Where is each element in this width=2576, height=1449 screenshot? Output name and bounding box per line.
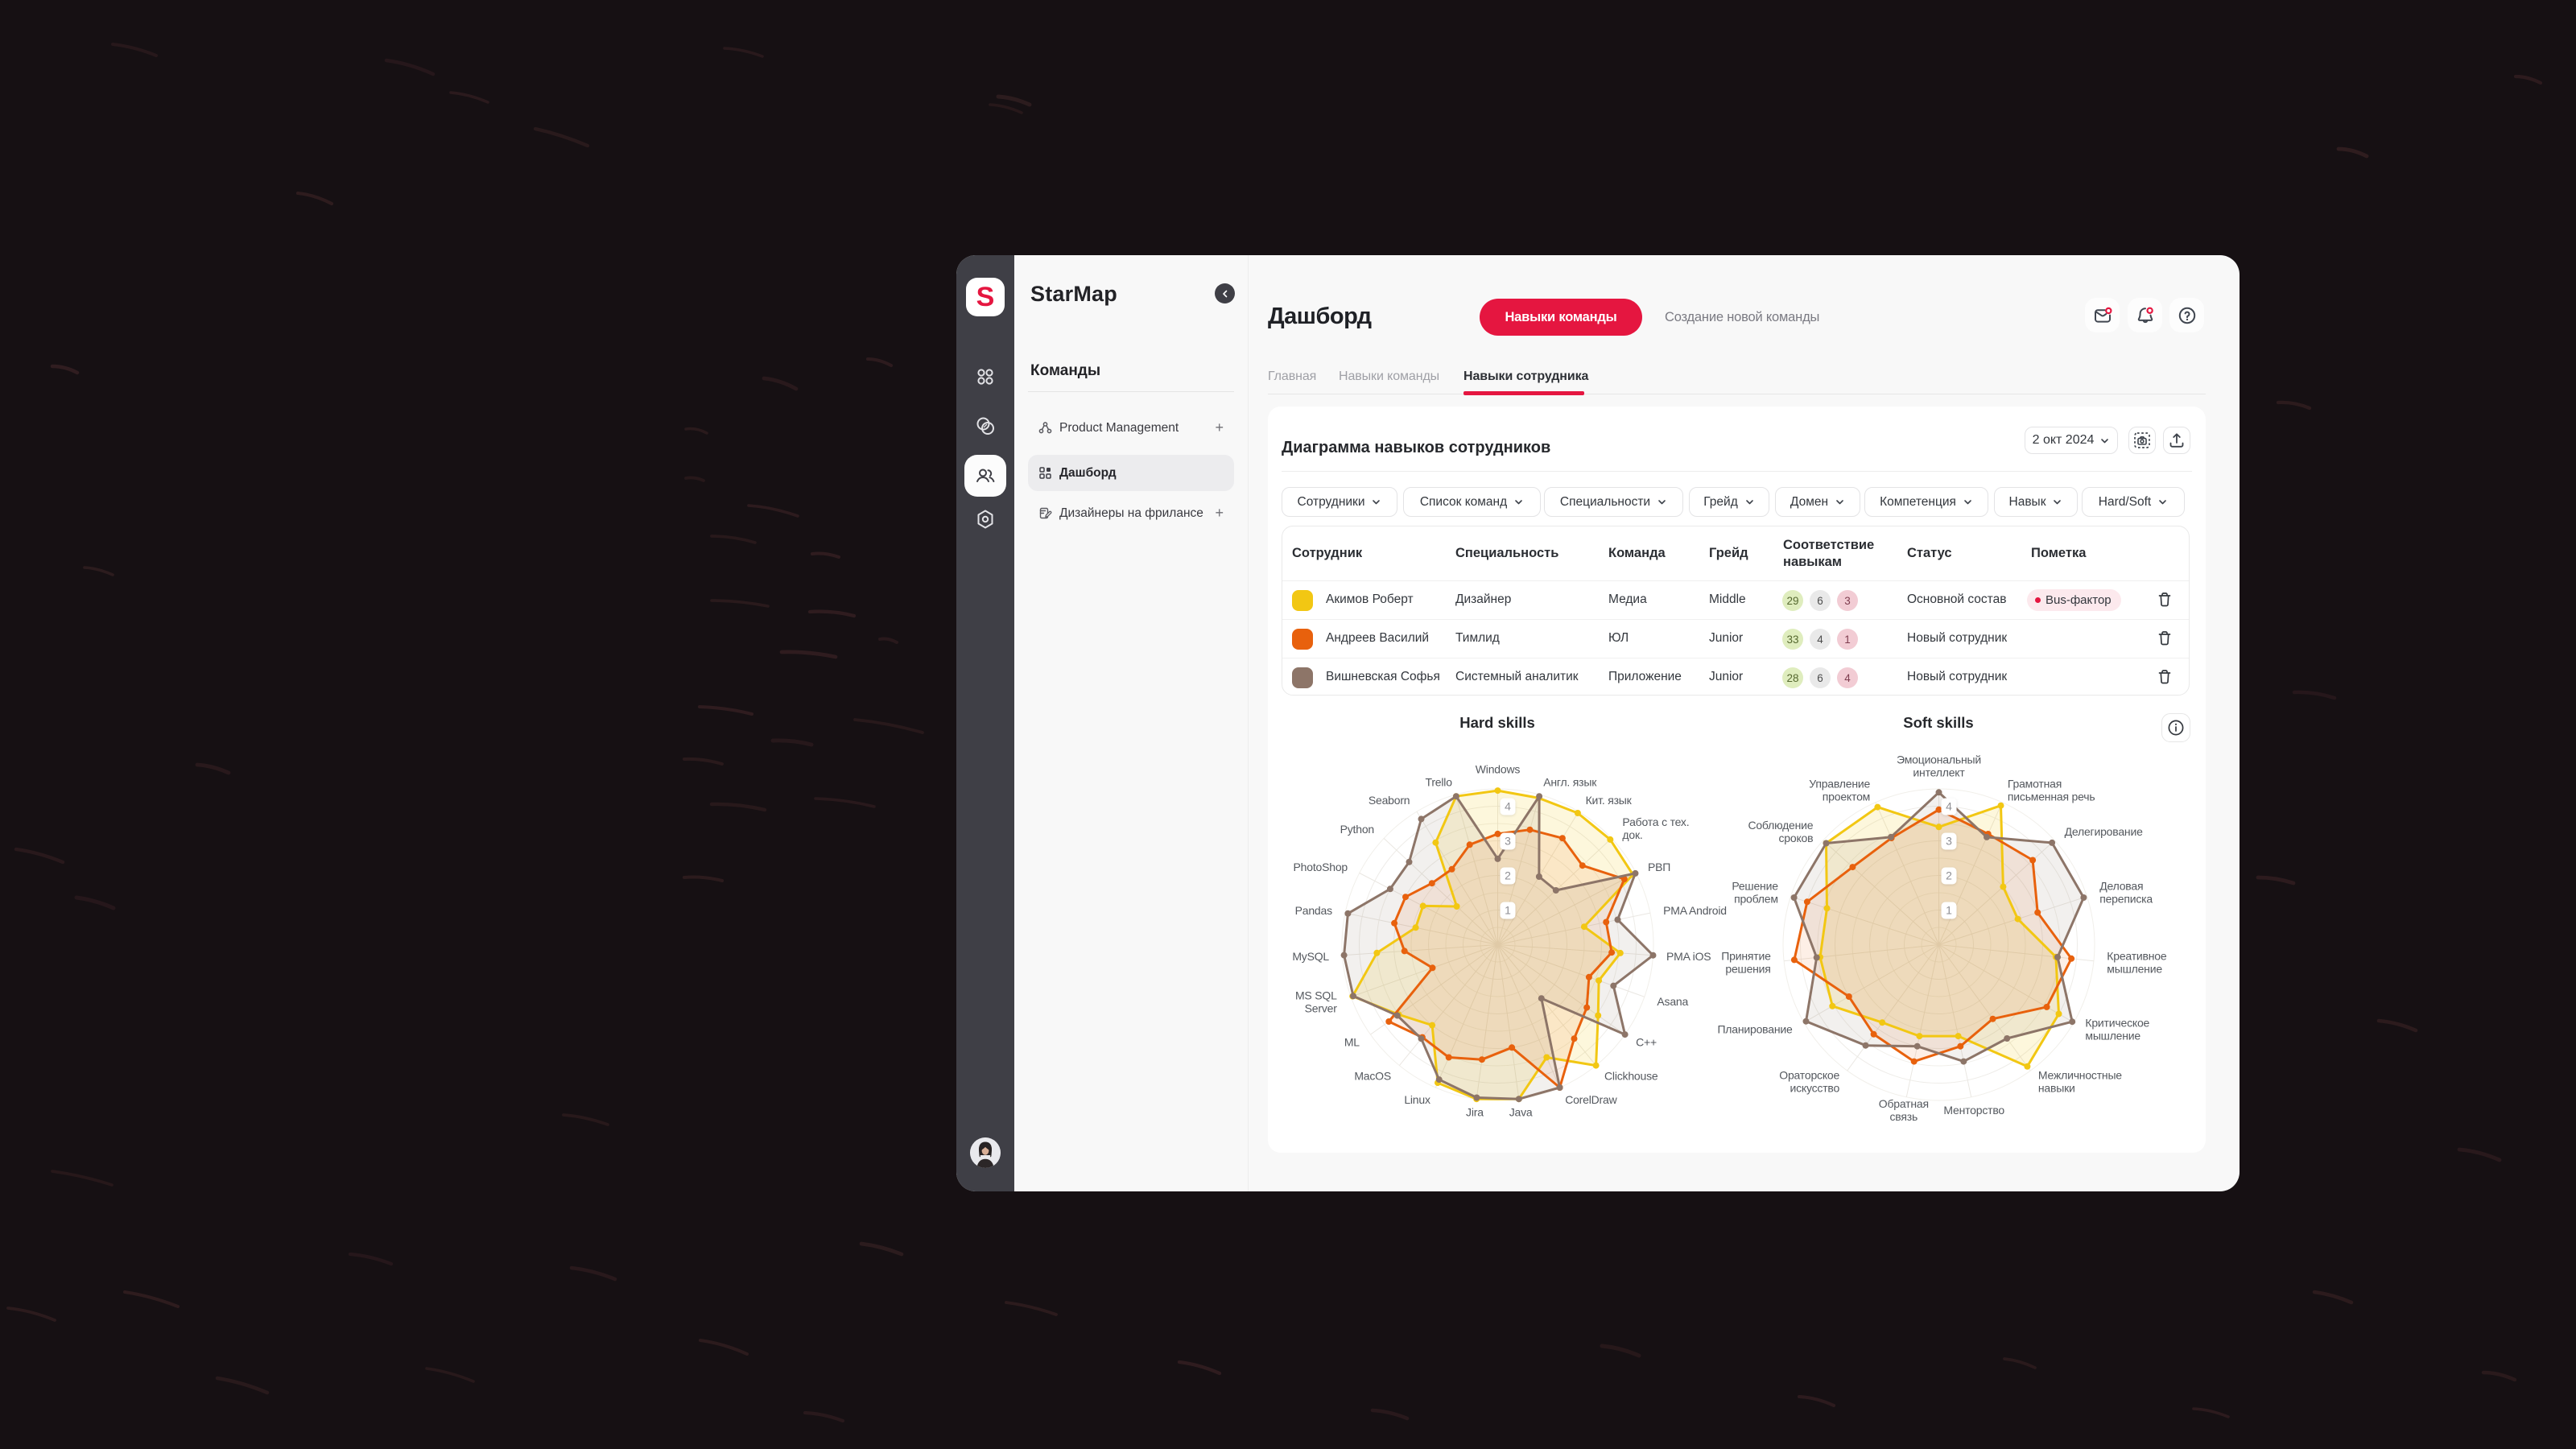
svg-text:PhotoShop: PhotoShop: [1294, 861, 1348, 873]
svg-text:4: 4: [1505, 800, 1511, 813]
svg-text:2: 2: [1946, 869, 1952, 882]
svg-text:Asana: Asana: [1657, 995, 1688, 1008]
svg-text:2: 2: [1505, 869, 1511, 882]
svg-text:3: 3: [1946, 835, 1952, 848]
svg-text:1: 1: [1505, 904, 1511, 917]
svg-text:PMA iOS: PMA iOS: [1666, 950, 1711, 963]
svg-text:Планирование: Планирование: [1717, 1023, 1793, 1036]
svg-text:3: 3: [1505, 835, 1511, 848]
svg-text:Кит. язык: Кит. язык: [1586, 794, 1633, 807]
svg-text:РВП: РВП: [1648, 861, 1670, 873]
svg-text:Seaborn: Seaborn: [1368, 794, 1410, 807]
svg-text:Windows: Windows: [1476, 763, 1521, 776]
svg-text:Trello: Trello: [1426, 775, 1453, 788]
svg-text:Pandas: Pandas: [1295, 904, 1332, 917]
svg-text:4: 4: [1946, 800, 1952, 813]
svg-text:Linux: Linux: [1404, 1093, 1430, 1106]
svg-text:MacOS: MacOS: [1354, 1069, 1391, 1082]
svg-text:MySQL: MySQL: [1292, 950, 1329, 963]
svg-text:Англ. язык: Англ. язык: [1543, 775, 1597, 788]
svg-text:Java: Java: [1509, 1106, 1533, 1119]
svg-text:Делегирование: Делегирование: [2065, 825, 2143, 838]
svg-text:1: 1: [1946, 904, 1952, 917]
svg-text:ML: ML: [1344, 1036, 1360, 1049]
svg-text:C++: C++: [1636, 1036, 1657, 1049]
svg-text:Jira: Jira: [1466, 1106, 1484, 1119]
svg-text:Clickhouse: Clickhouse: [1604, 1069, 1658, 1082]
svg-text:Менторство: Менторство: [1943, 1104, 2004, 1117]
svg-text:Работа с тех.док.: Работа с тех. док.: [1622, 815, 1689, 841]
svg-text:Python: Python: [1340, 823, 1374, 836]
svg-text:CorelDraw: CorelDraw: [1565, 1093, 1617, 1106]
svg-text:PMA Android: PMA Android: [1663, 904, 1727, 917]
